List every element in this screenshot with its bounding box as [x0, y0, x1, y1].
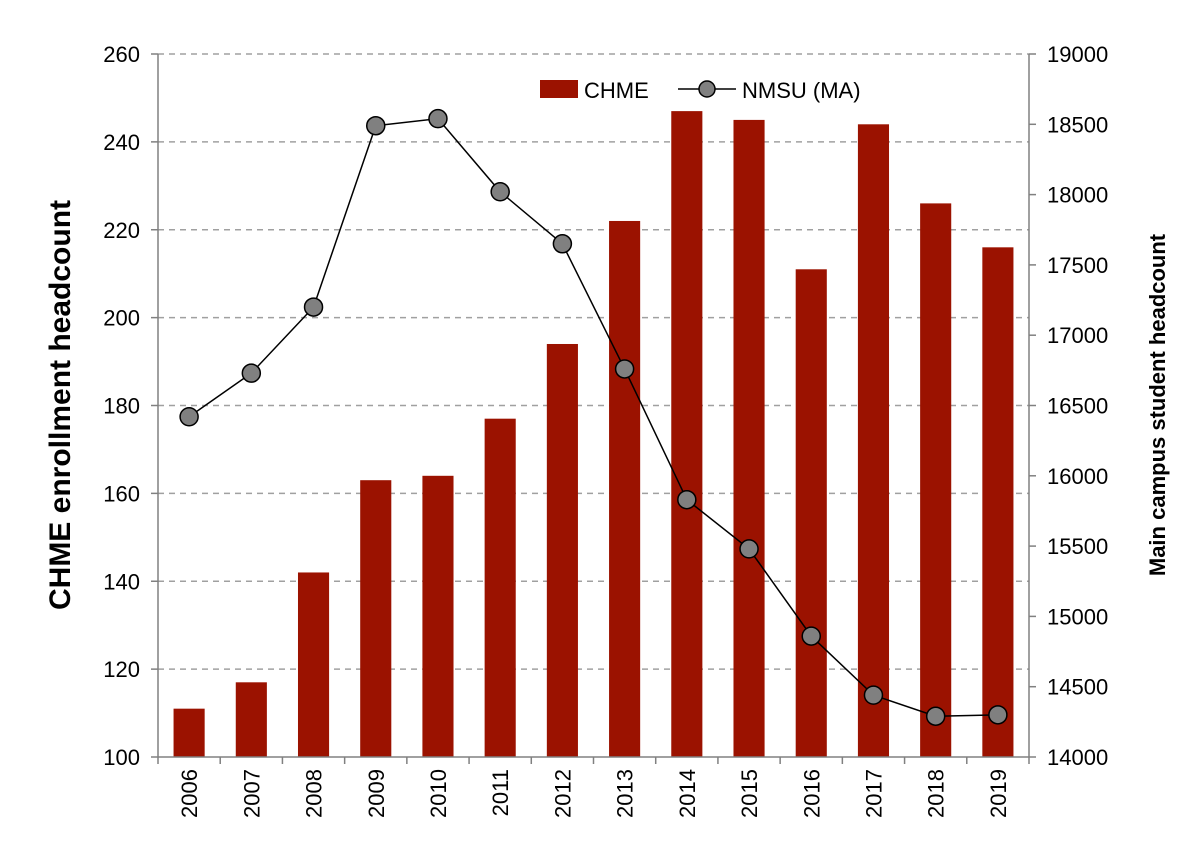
x-tick-label: 2013: [613, 769, 638, 818]
bar-2011: [484, 418, 516, 757]
legend-swatch-chme: [540, 80, 578, 98]
y-tick-label-right: 16500: [1047, 394, 1108, 419]
x-tick-label: 2019: [986, 769, 1011, 818]
bar-2008: [297, 572, 330, 757]
x-tick-label: 2017: [861, 769, 886, 818]
y-tick-label-left: 220: [103, 218, 140, 243]
nmsu-point-2018: [925, 706, 946, 726]
nmsu-point-2017: [863, 685, 884, 705]
x-tick-label: 2014: [675, 769, 700, 818]
y-tick-label-right: 17000: [1047, 323, 1108, 348]
nmsu-point-2008: [303, 297, 324, 317]
y-tick-label-left: 240: [103, 130, 140, 155]
bar-series-chme: [173, 111, 1014, 758]
y-tick-label-left: 260: [103, 42, 140, 67]
x-tick-label: 2015: [737, 769, 762, 818]
y-tick-label-right: 18500: [1047, 112, 1108, 137]
nmsu-point-2009: [366, 115, 386, 136]
y-tick-label-right: 15500: [1047, 534, 1108, 559]
line-series-nmsu: [179, 108, 1008, 726]
bar-2017: [857, 124, 890, 758]
bar-2015: [733, 119, 765, 757]
x-tick-label: 2009: [364, 769, 389, 818]
y-tick-label-left: 180: [103, 394, 140, 419]
x-tick-label: 2007: [239, 769, 264, 818]
nmsu-point-2011: [490, 182, 510, 202]
bar-2014: [671, 111, 703, 757]
y-tick-label-left: 200: [103, 306, 140, 331]
y-tick-label-left: 120: [103, 657, 140, 682]
nmsu-point-2014: [677, 489, 697, 510]
x-tick-label: 2016: [799, 769, 824, 818]
x-tick-label: 2018: [924, 769, 949, 818]
bar-2018: [920, 203, 952, 757]
nmsu-point-2013: [614, 359, 635, 379]
legend-marker-nmsu: [698, 80, 716, 98]
y-tick-label-left: 160: [103, 481, 140, 506]
y-tick-label-left: 100: [103, 745, 140, 770]
nmsu-point-2019: [988, 705, 1008, 725]
axes: [151, 53, 1036, 764]
bar-2010: [422, 475, 454, 757]
tick-labels: 100 120 140 160 180 200 220 240 260 14000 14500 150…: [103, 42, 1108, 818]
bar-2012: [546, 343, 578, 757]
y-tick-label-right: 15000: [1047, 604, 1108, 629]
y-tick-label-right: 14000: [1047, 745, 1108, 770]
nmsu-point-2016: [801, 626, 821, 646]
bar-2007: [235, 682, 267, 757]
nmsu-point-2010: [428, 108, 448, 129]
y-axis-label-right: Main campus student headcount: [1145, 233, 1170, 576]
y-tick-label-right: 19000: [1047, 42, 1108, 67]
nmsu-point-2006: [179, 406, 199, 427]
bar-2019: [982, 247, 1014, 757]
legend-label-nmsu: NMSU (MA): [742, 78, 861, 103]
y-tick-label-right: 17500: [1047, 253, 1108, 278]
gridlines: [158, 53, 1029, 670]
y-tick-label-right: 16000: [1047, 464, 1108, 489]
x-tick-label: 2012: [550, 769, 575, 818]
legend: CHME NMSU (MA): [540, 78, 861, 103]
y-axis-label-left: CHME enrollment headcount: [44, 200, 77, 610]
x-tick-label: 2011: [488, 769, 513, 816]
nmsu-line: [188, 117, 998, 717]
nmsu-point-2007: [241, 363, 262, 383]
legend-label-chme: CHME: [584, 78, 649, 103]
x-tick-label: 2008: [302, 769, 327, 818]
nmsu-point-2012: [552, 234, 573, 254]
y-tick-label-left: 140: [103, 569, 140, 594]
bar-2006: [173, 708, 205, 757]
nmsu-point-2015: [739, 539, 759, 559]
y-tick-label-right: 14500: [1047, 675, 1108, 700]
bar-2013: [609, 220, 641, 757]
bar-2009: [360, 480, 392, 757]
y-tick-label-right: 18000: [1047, 183, 1108, 208]
bar-2016: [795, 269, 827, 757]
x-tick-label: 2006: [177, 769, 202, 818]
x-tick-label: 2010: [426, 769, 451, 818]
